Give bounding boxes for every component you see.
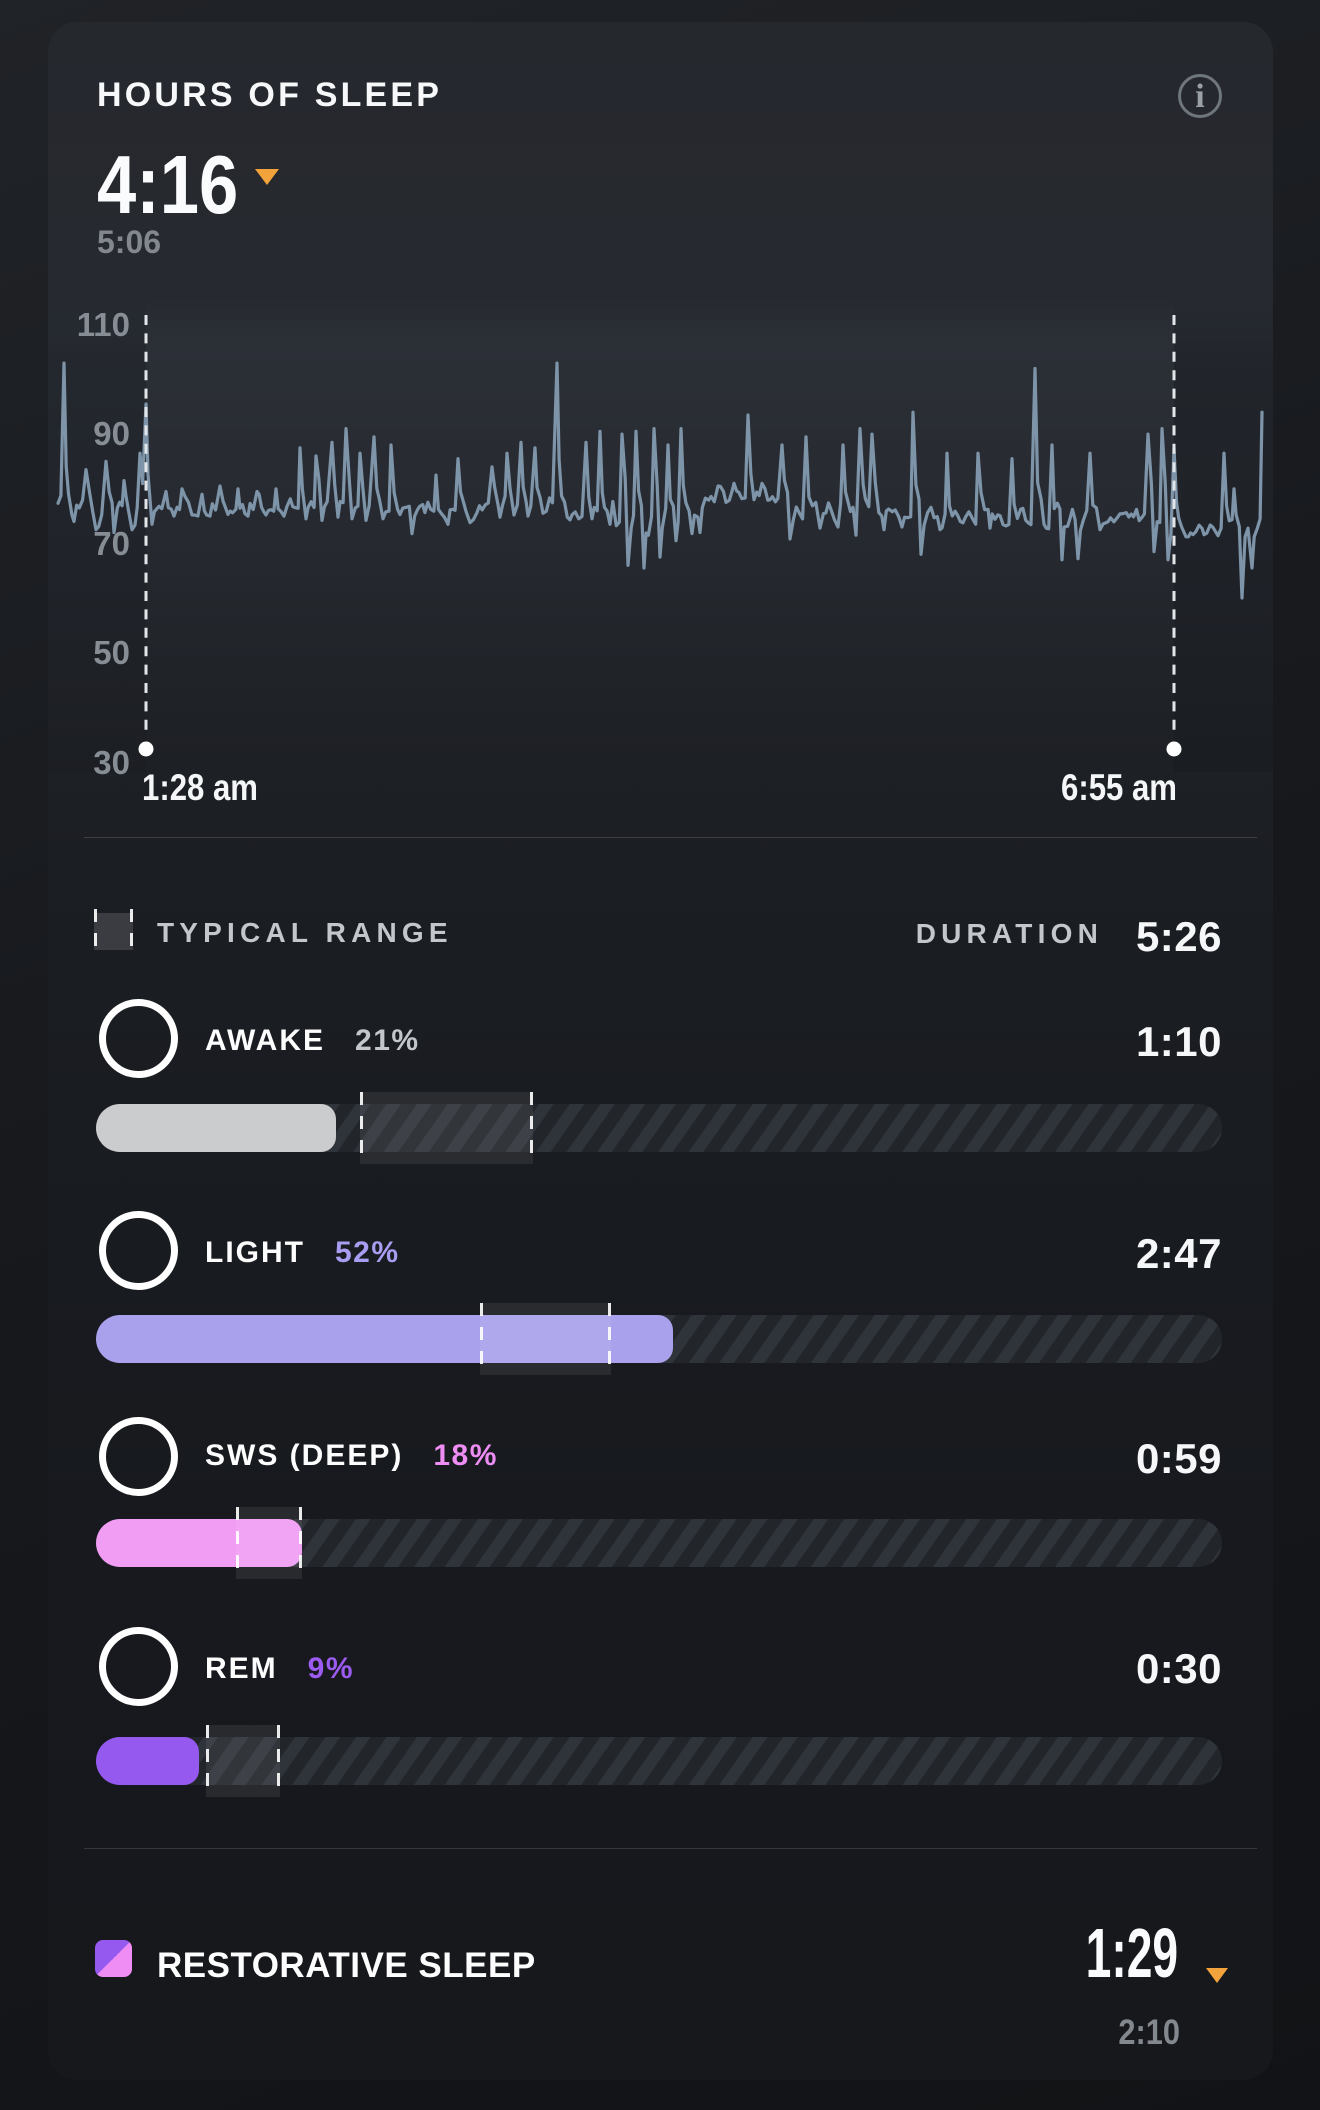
svg-text:110: 110: [77, 306, 130, 343]
svg-text:70: 70: [93, 525, 130, 562]
svg-text:90: 90: [93, 415, 130, 452]
svg-text:1:28 am: 1:28 am: [142, 767, 258, 808]
svg-text:50: 50: [93, 634, 130, 671]
svg-text:6:55 am: 6:55 am: [1061, 767, 1177, 808]
svg-text:30: 30: [93, 744, 130, 781]
